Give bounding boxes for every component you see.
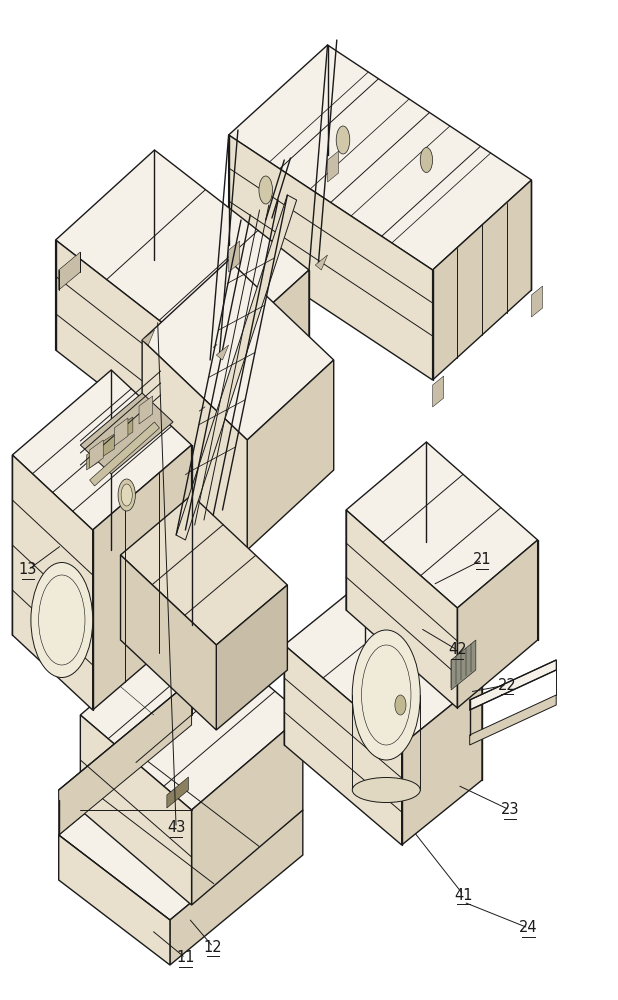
Polygon shape [433,376,444,407]
Polygon shape [121,555,216,730]
Text: 43: 43 [167,820,185,836]
Polygon shape [531,286,543,317]
Polygon shape [433,180,531,380]
Ellipse shape [352,630,420,760]
Polygon shape [59,725,303,920]
Text: 42: 42 [448,643,467,658]
Polygon shape [142,340,247,550]
Polygon shape [167,777,188,808]
Text: 41: 41 [454,888,473,902]
Polygon shape [59,680,192,800]
Polygon shape [142,330,154,345]
Polygon shape [284,645,402,845]
Polygon shape [192,715,303,905]
Polygon shape [12,455,93,710]
Polygon shape [87,447,99,470]
Polygon shape [451,640,476,690]
Ellipse shape [121,484,132,506]
Polygon shape [139,396,153,424]
Polygon shape [315,255,328,270]
Polygon shape [284,580,482,745]
Ellipse shape [259,176,273,204]
Polygon shape [93,445,192,710]
Polygon shape [328,151,339,182]
Polygon shape [56,240,210,470]
Polygon shape [210,270,309,470]
Text: 22: 22 [497,678,516,692]
Polygon shape [80,393,173,474]
Polygon shape [229,45,531,270]
Text: 23: 23 [501,802,519,818]
Polygon shape [229,135,433,380]
Text: 13: 13 [19,562,37,578]
Polygon shape [59,835,170,965]
Polygon shape [90,422,159,486]
Ellipse shape [31,562,93,678]
Ellipse shape [420,147,433,172]
Polygon shape [102,434,114,457]
Ellipse shape [336,126,350,154]
Polygon shape [216,345,229,360]
Polygon shape [12,370,192,530]
Ellipse shape [395,695,406,715]
Text: 12: 12 [204,940,222,954]
Ellipse shape [118,479,135,511]
Text: 24: 24 [519,920,538,936]
Polygon shape [247,360,334,550]
Polygon shape [346,442,538,608]
Polygon shape [470,695,556,745]
Polygon shape [142,260,334,440]
Polygon shape [470,660,556,710]
Text: 11: 11 [176,950,195,966]
Polygon shape [229,241,240,272]
Polygon shape [176,195,297,540]
Polygon shape [216,585,287,730]
Polygon shape [346,510,457,708]
Polygon shape [59,680,192,835]
Polygon shape [80,715,192,905]
Polygon shape [56,150,309,360]
Polygon shape [170,810,303,965]
Polygon shape [90,440,103,468]
Ellipse shape [352,778,420,802]
Polygon shape [114,418,128,446]
Polygon shape [59,252,80,290]
Polygon shape [80,620,303,810]
Text: 21: 21 [473,552,491,568]
Polygon shape [457,540,538,708]
Polygon shape [402,680,482,845]
Polygon shape [121,417,133,440]
Polygon shape [121,495,287,645]
